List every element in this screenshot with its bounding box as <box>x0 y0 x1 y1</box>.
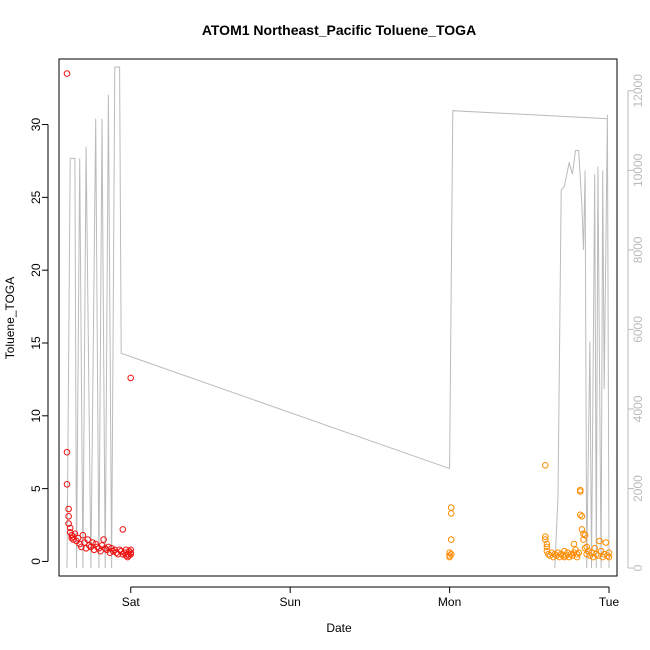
y2-tick-label: 2000 <box>631 475 645 502</box>
data-point-series-2 <box>446 552 453 559</box>
data-point-series-2 <box>567 550 575 558</box>
chart-title: ATOM1 Northeast_Pacific Toluene_TOGA <box>202 22 476 38</box>
data-point-series-1 <box>100 536 107 543</box>
data-point-series-1 <box>97 547 104 555</box>
data-point-series-1 <box>79 531 87 539</box>
data-point-series-2 <box>446 549 453 557</box>
data-point-series-1 <box>127 374 134 382</box>
altitude-line <box>66 66 610 569</box>
data-point-series-1 <box>89 539 96 546</box>
data-point-series-2 <box>605 549 613 557</box>
data-point-series-1 <box>105 543 112 551</box>
data-point-series-1 <box>106 549 114 557</box>
data-point-series-2 <box>570 540 578 548</box>
data-point-series-1 <box>63 481 71 488</box>
y-tick-label: 0 <box>29 558 43 565</box>
data-point-series-2 <box>551 550 559 558</box>
data-point-series-2 <box>577 486 584 494</box>
data-point-series-2 <box>447 504 455 511</box>
data-point-series-1 <box>84 536 91 543</box>
data-point-series-1 <box>63 70 71 77</box>
data-point-series-1 <box>65 505 72 513</box>
data-point-series-2 <box>542 533 549 541</box>
data-point-series-2 <box>559 552 567 559</box>
data-point-series-2 <box>578 526 586 533</box>
data-point-series-2 <box>593 550 600 558</box>
data-point-series-2 <box>577 511 584 519</box>
data-point-series-2 <box>447 550 455 558</box>
data-point-series-1 <box>122 552 130 559</box>
data-point-series-2 <box>542 462 549 469</box>
data-point-series-2 <box>561 553 568 561</box>
data-point-series-1 <box>94 543 101 551</box>
data-point-series-2 <box>580 536 587 543</box>
x-tick-label: Tue <box>599 595 620 609</box>
data-point-series-2 <box>585 547 592 555</box>
data-point-series-2 <box>583 543 591 551</box>
data-point-series-1 <box>125 547 133 555</box>
data-point-series-2 <box>605 553 613 561</box>
y-axis-label: Toluene_TOGA <box>3 277 17 360</box>
x-axis-label: Date <box>326 621 352 635</box>
plot-frame <box>58 58 618 577</box>
x-tick-label: Mon <box>438 595 461 609</box>
data-point-series-1 <box>109 547 117 555</box>
data-point-series-2 <box>591 545 599 552</box>
data-point-series-1 <box>68 534 76 542</box>
y2-tick-label: 12000 <box>631 74 645 108</box>
x-tick-label: Sun <box>279 595 300 609</box>
data-point-series-2 <box>602 539 610 546</box>
data-point-series-2 <box>447 510 455 517</box>
y2-tick-label: 4000 <box>631 395 645 422</box>
data-point-series-1 <box>74 534 82 542</box>
data-point-series-1 <box>124 553 131 561</box>
data-point-series-1 <box>119 550 127 558</box>
data-point-series-1 <box>119 526 127 533</box>
data-point-series-2 <box>578 513 586 520</box>
y-tick-label: 15 <box>29 336 43 350</box>
data-point-series-2 <box>548 549 555 557</box>
y2-axis: 0 2000 4000 6000 8000 10000 12000 <box>627 74 645 571</box>
y2-tick-label: 10000 <box>631 153 645 187</box>
points-layer <box>63 70 613 561</box>
data-point-series-1 <box>116 546 123 554</box>
y-tick-label: 10 <box>29 409 43 423</box>
y2-tick-label: 8000 <box>631 236 645 263</box>
data-point-series-1 <box>65 520 72 527</box>
data-point-series-2 <box>564 549 571 557</box>
y-tick-label: 5 <box>29 485 43 492</box>
data-point-series-1 <box>71 530 79 538</box>
data-point-series-1 <box>101 545 109 552</box>
data-point-series-2 <box>545 550 552 558</box>
data-point-series-1 <box>68 531 76 539</box>
data-point-series-1 <box>63 448 71 456</box>
y-tick-label: 20 <box>29 263 43 277</box>
x-tick-label: Sat <box>122 595 141 609</box>
data-point-series-1 <box>66 524 74 532</box>
altitude-layer <box>66 66 610 569</box>
data-point-series-2 <box>447 536 455 543</box>
data-point-series-2 <box>542 536 549 543</box>
data-point-series-2 <box>596 537 603 545</box>
data-point-series-2 <box>575 549 583 557</box>
y-tick-label: 30 <box>29 118 43 132</box>
data-point-series-2 <box>581 531 589 539</box>
y-axis: 0 5 10 15 20 25 30 <box>29 118 49 565</box>
data-point-series-2 <box>573 553 581 561</box>
data-point-series-2 <box>573 550 581 558</box>
data-point-series-2 <box>543 543 551 551</box>
data-point-series-1 <box>127 546 134 554</box>
data-point-series-1 <box>65 513 72 520</box>
x-axis: Sat Sun Mon Tue <box>122 586 620 609</box>
y-tick-label: 25 <box>29 190 43 204</box>
y2-tick-label: 6000 <box>631 316 645 343</box>
data-point-series-2 <box>554 549 562 557</box>
y2-tick-label: 0 <box>631 564 645 571</box>
data-point-series-2 <box>543 540 551 548</box>
